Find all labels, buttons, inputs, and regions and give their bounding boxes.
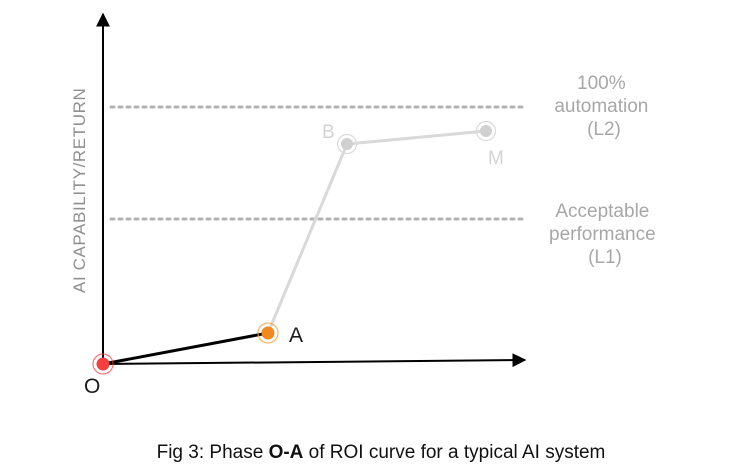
active-segment-o-a	[102, 331, 269, 366]
point-a-label: A	[289, 324, 303, 347]
l2-label-line-2: automation	[554, 96, 648, 117]
point-a	[257, 322, 279, 344]
point-o	[92, 353, 114, 375]
y-axis-label: AI CAPABILITY/RETURN	[70, 88, 89, 293]
l2-label-line-3: (L2)	[587, 119, 621, 140]
l1-label-line-2: performance	[549, 224, 656, 245]
l1-label-line-1: Acceptable	[555, 201, 649, 222]
figure-caption: Fig 3: Phase O-A of ROI curve for a typi…	[157, 442, 606, 463]
l2-label: 100% automation (L2)	[554, 73, 653, 140]
point-o-label: O	[84, 375, 100, 398]
l1-label-line-3: (L1)	[588, 247, 622, 268]
point-m	[475, 120, 497, 142]
point-b	[336, 133, 358, 155]
caption-prefix: Fig 3: Phase	[157, 442, 269, 463]
future-segment	[266, 129, 487, 334]
point-m-label: M	[488, 148, 504, 169]
l2-label-line-1: 100%	[577, 73, 626, 94]
point-b-label: B	[322, 122, 335, 143]
caption-suffix: of ROI curve for a typical AI system	[303, 442, 605, 463]
x-axis	[102, 353, 527, 368]
l1-label: Acceptable performance (L1)	[549, 201, 661, 268]
caption-bold: O-A	[269, 442, 304, 463]
